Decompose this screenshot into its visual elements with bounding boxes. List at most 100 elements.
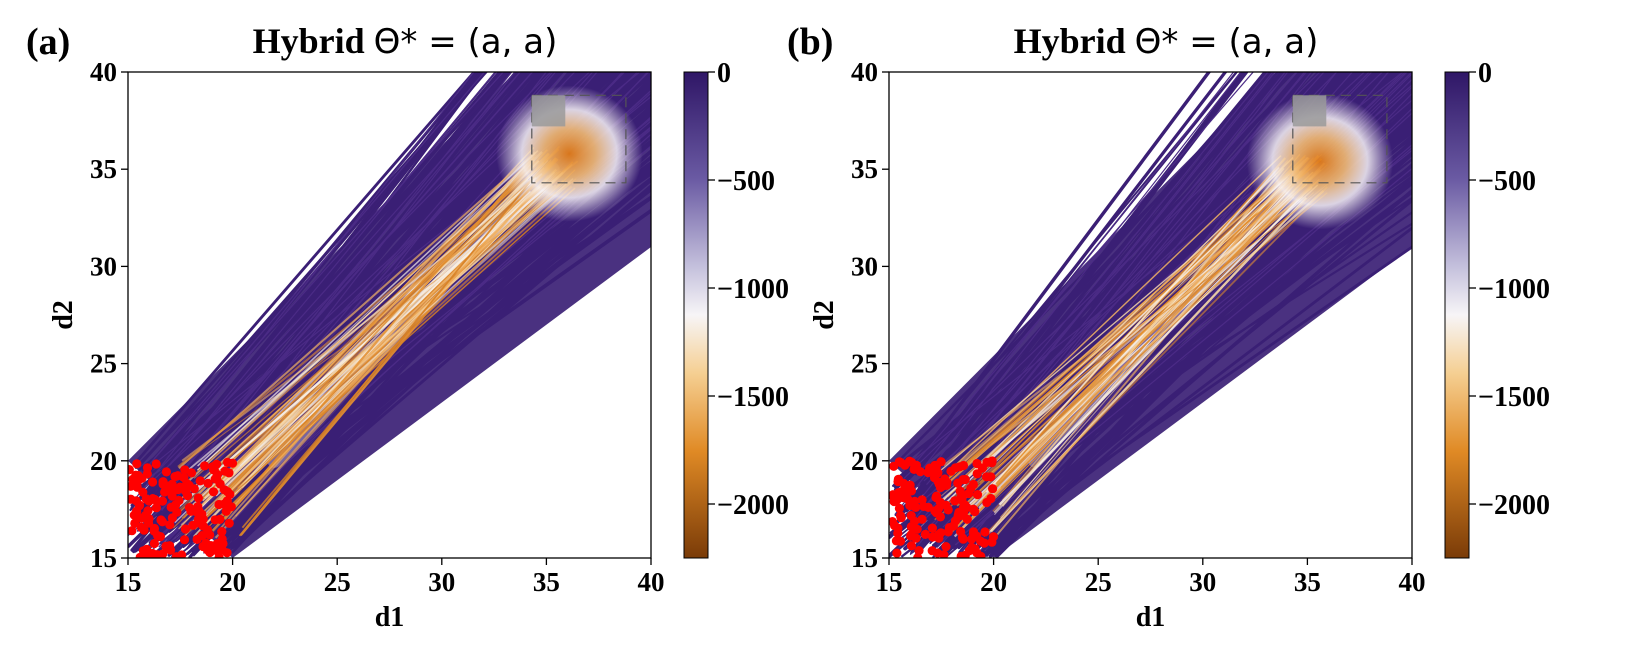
x-tick-label: 15 [876,567,903,597]
y-axis: 15 20 25 30 35 40 [90,57,128,573]
start-point [908,499,918,509]
start-point [208,487,219,497]
start-point [914,546,924,556]
x-axis: 15 20 25 30 35 40 [876,558,1426,597]
hot-trajectory-line [181,178,577,465]
start-point [927,523,937,533]
y-tick-label: 15 [90,543,117,573]
x-axis-label: d1 [1136,602,1166,633]
start-point [893,488,903,498]
start-point [202,525,213,535]
chart-title-text: Hybrid [1013,21,1135,61]
chart-title: Hybrid Θ* = (a, a) [891,20,1441,62]
colorbar-tick-label: −1500 [717,382,789,413]
hot-trajectory-line [938,176,1288,510]
y-tick-label: 40 [90,57,117,87]
trajectory-line [914,72,1255,464]
panel-label: (a) [26,21,71,63]
hot-trajectory-line [988,186,1281,534]
start-point [141,494,151,504]
start-point [149,538,159,549]
trajectory-line [955,72,1313,533]
hot-trajectory-line [193,183,539,479]
start-point [929,473,940,483]
start-point [217,527,227,537]
start-point [944,523,954,533]
x-tick-label: 20 [980,567,1007,597]
start-point [165,520,175,530]
start-point [980,527,990,537]
start-point [148,477,158,487]
hot-trajectory-line [180,180,567,526]
hot-trajectories [934,154,1329,538]
chart-title-text: Hybrid [252,21,374,61]
trajectory-line [902,72,1321,480]
hot-trajectory-line [965,179,1311,525]
start-point [893,523,903,533]
start-point [173,471,183,481]
x-tick-label: 30 [428,567,455,597]
y-tick-label: 30 [851,251,878,281]
chart-svg: 15 20 25 30 35 40 15 20 25 30 35 40 d1 d2 0 −500 −10… [48,57,789,633]
start-point [956,551,966,558]
target-region [1292,94,1388,184]
hot-trajectory-line [990,171,1314,476]
reward-hotspot [1246,93,1394,230]
start-point [137,473,147,483]
start-point [972,548,982,558]
y-tick-label: 20 [90,446,117,476]
start-point [960,474,970,485]
start-points [128,457,238,558]
start-point [958,460,969,471]
start-point [144,518,154,528]
start-point [968,504,978,514]
start-point [892,548,902,558]
start-point [896,458,906,468]
start-point [972,490,983,500]
start-point [955,511,965,521]
trajectory-line [140,72,576,520]
y-tick-label: 35 [851,154,878,184]
start-point [976,536,986,546]
start-point [171,552,181,558]
start-point [132,459,142,469]
start-point [152,550,162,558]
start-point [160,487,170,497]
start-point [224,518,234,528]
trajectory-line [128,72,486,490]
start-point [962,514,972,524]
colorbar [1444,71,1470,559]
start-point [223,487,233,497]
trajectory-line [176,72,533,477]
start-point [941,477,951,487]
start-point [917,495,927,505]
hot-trajectories [169,145,579,539]
start-point [927,546,937,556]
x-tick-label: 25 [324,567,351,597]
start-point [972,469,982,479]
hot-trajectory-line [200,160,532,468]
start-point [128,526,137,536]
start-point [131,506,142,516]
start-point [179,535,190,545]
start-point [193,493,203,503]
y-tick-label: 30 [90,251,117,281]
start-point [906,522,916,532]
start-point [172,507,182,517]
start-point [167,491,177,501]
start-point [208,462,218,472]
panel-label: (b) [787,21,834,63]
hot-trajectory-line [940,183,1308,502]
x-tick-label: 40 [638,567,665,597]
start-point [936,457,946,467]
start-point [197,509,207,519]
start-points [889,456,999,558]
start-point [215,514,225,525]
trajectory-band [128,72,651,558]
start-point [211,473,221,483]
colorbar-tick-label: −500 [717,166,775,197]
colorbar-tick-label: 0 [717,58,731,89]
start-point [149,526,159,536]
start-point [151,459,161,469]
